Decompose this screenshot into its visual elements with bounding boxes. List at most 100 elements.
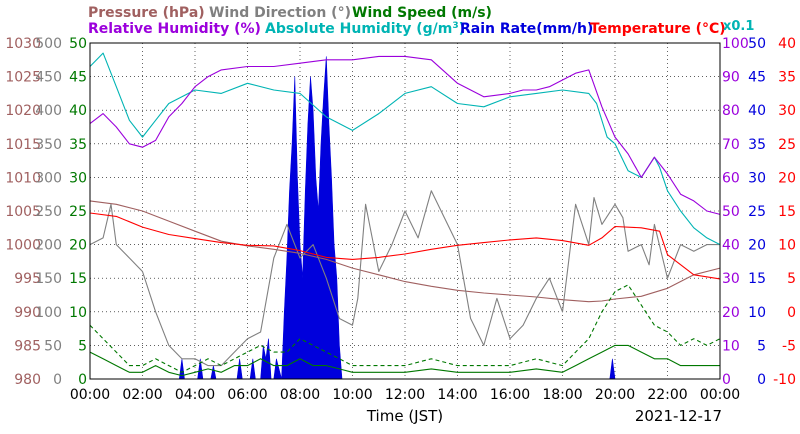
x-tick-label: 20:00	[595, 387, 635, 403]
x-tick-label: 02:00	[122, 387, 162, 403]
humidity-tick-label: 20	[722, 305, 740, 321]
x-tick-label: 12:00	[385, 387, 425, 403]
temperature-tick-label: 20	[778, 170, 796, 186]
x-tick-label: 06:00	[227, 387, 267, 403]
wind-direction-tick-label: 50	[44, 338, 62, 354]
rain-rate-tick-label: 40	[748, 103, 766, 119]
pressure-tick-label: 1030	[5, 36, 41, 52]
humidity-tick-label: 0	[722, 372, 731, 388]
wind-direction-tick-label: 300	[35, 170, 62, 186]
legend-absolute-humidity-superscript: 3	[452, 21, 458, 31]
legend-absolute-humidity: Absolute Humidity (g/m3)	[265, 21, 465, 37]
temperature-tick-label: 15	[778, 204, 796, 220]
series-pressure	[89, 200, 721, 303]
wind-direction-tick-label: 500	[35, 36, 62, 52]
pressure-tick-label: 1010	[5, 170, 41, 186]
humidity-tick-label: 10	[722, 338, 740, 354]
rain-rate-tick-label: 5	[757, 338, 766, 354]
wind-speed-tick-label: 20	[69, 238, 87, 254]
series-wind_gust	[89, 284, 721, 373]
wind-speed-tick-label: 0	[78, 372, 87, 388]
humidity-tick-label: 90	[722, 70, 740, 86]
wind-speed-tick-label: 10	[69, 305, 87, 321]
pressure-tick-label: 985	[14, 338, 41, 354]
temperature-tick-label: 30	[778, 103, 796, 119]
temperature-tick-label: -10	[773, 372, 796, 388]
legend-temperature: Temperature (°C)	[590, 21, 726, 37]
wind-speed-tick-label: 30	[69, 170, 87, 186]
pressure-tick-label: 1000	[5, 238, 41, 254]
pressure-tick-label: 980	[14, 372, 41, 388]
temperature-tick-label: 10	[778, 238, 796, 254]
wind-direction-tick-label: 450	[35, 70, 62, 86]
wind-direction-tick-label: 150	[35, 271, 62, 287]
legend-wind-speed: Wind Speed (m/s)	[352, 5, 492, 21]
rain-rate-tick-label: 35	[748, 137, 766, 153]
wind-direction-tick-label: 100	[35, 305, 62, 321]
wind-speed-tick-label: 25	[69, 204, 87, 220]
rain-rate-tick-label: 50	[748, 36, 766, 52]
legend-wind-direction: Wind Direction (°)	[209, 5, 351, 21]
temperature-tick-label: 35	[778, 70, 796, 86]
rain-rate-tick-label: 25	[748, 204, 766, 220]
legend-absolute-humidity-close: )	[459, 21, 465, 37]
plot-frame	[89, 42, 721, 380]
pressure-tick-label: 1015	[5, 137, 41, 153]
humidity-tick-label: 40	[722, 238, 740, 254]
temperature-tick-label: 25	[778, 137, 796, 153]
x-tick-label: 16:00	[490, 387, 530, 403]
wind-direction-tick-label: 0	[53, 372, 62, 388]
axis-labels: 9809859909951000100510101015102010251030…	[5, 36, 796, 403]
series-rel_humidity	[89, 55, 721, 215]
rain-rate-tick-label: 20	[748, 238, 766, 254]
wind-speed-tick-label: 50	[69, 36, 87, 52]
wind-speed-tick-label: 35	[69, 137, 87, 153]
wind-direction-tick-label: 200	[35, 238, 62, 254]
humidity-tick-label: 60	[722, 170, 740, 186]
abs-humidity-scale-label: x0.1	[723, 19, 754, 34]
date-label: 2021-12-17	[635, 407, 722, 425]
x-tick-label: 08:00	[280, 387, 320, 403]
humidity-tick-label: 100	[722, 36, 749, 52]
x-tick-label: 14:00	[437, 387, 477, 403]
legend-absolute-humidity-label: Absolute Humidity (g/m	[265, 21, 452, 37]
x-axis-title: Time (JST)	[366, 407, 443, 425]
temperature-tick-label: 40	[778, 36, 796, 52]
pressure-tick-label: 990	[14, 305, 41, 321]
legend-rain-rate: Rain Rate(mm/h)	[460, 21, 593, 37]
x-tick-label: 00:00	[700, 387, 740, 403]
rain-rate-tick-label: 10	[748, 305, 766, 321]
x-tick-label: 04:00	[175, 387, 215, 403]
x-tick-label: 10:00	[332, 387, 372, 403]
rain-rate-tick-label: 15	[748, 271, 766, 287]
temperature-tick-label: 0	[787, 305, 796, 321]
wind-direction-tick-label: 350	[35, 137, 62, 153]
pressure-tick-label: 995	[14, 271, 41, 287]
rain-rate-tick-label: 0	[757, 372, 766, 388]
temperature-tick-label: 5	[787, 271, 796, 287]
wind-speed-tick-label: 45	[69, 70, 87, 86]
rain-rate-tick-label: 45	[748, 70, 766, 86]
rain-rate-tick-label: 30	[748, 170, 766, 186]
wind-speed-tick-label: 5	[78, 338, 87, 354]
pressure-tick-label: 1025	[5, 70, 41, 86]
humidity-tick-label: 50	[722, 204, 740, 220]
series-wind_direction	[89, 190, 720, 367]
x-tick-label: 00:00	[70, 387, 110, 403]
wind-speed-tick-label: 15	[69, 271, 87, 287]
pressure-tick-label: 1005	[5, 204, 41, 220]
legend-relative-humidity: Relative Humidity (%)	[88, 21, 261, 37]
temperature-tick-label: -5	[782, 338, 796, 354]
series-wind_speed	[89, 344, 720, 377]
humidity-tick-label: 70	[722, 137, 740, 153]
series-temperature	[89, 212, 721, 280]
series-layer	[89, 52, 721, 380]
x-tick-label: 22:00	[647, 387, 687, 403]
wind-speed-tick-label: 40	[69, 103, 87, 119]
wind-direction-tick-label: 250	[35, 204, 62, 220]
humidity-tick-label: 80	[722, 103, 740, 119]
wind-direction-tick-label: 400	[35, 103, 62, 119]
legend-pressure: Pressure (hPa)	[88, 5, 205, 21]
